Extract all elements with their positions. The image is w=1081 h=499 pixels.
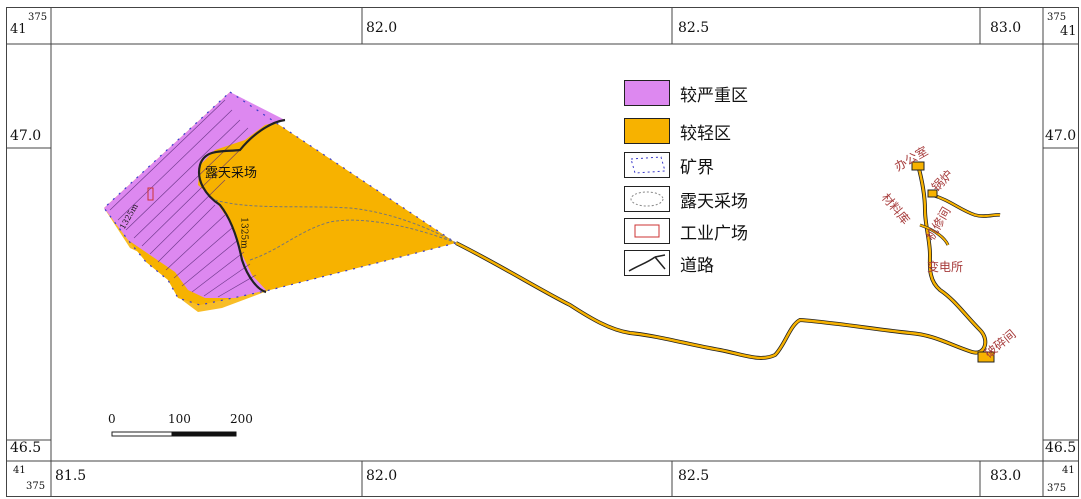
legend-label: 较严重区 [680, 85, 748, 106]
legend-item-boundary: 矿界 [624, 152, 714, 178]
bottom-axis-label: 81.5 [55, 468, 87, 484]
scale-label: 200 [230, 412, 253, 426]
pit-internal-road [214, 199, 457, 244]
corner-label: 375 [26, 481, 46, 492]
legend-label: 较轻区 [680, 123, 731, 144]
bottom-axis-label: 82.5 [678, 468, 710, 484]
legend-swatch-road [624, 250, 670, 276]
legend-item-pit: 露天采场 [624, 186, 748, 212]
legend-label: 道路 [680, 255, 714, 276]
legend-swatch-industrial [624, 218, 670, 244]
left-axis-label: 47.0 [10, 128, 42, 144]
legend-label: 矿界 [680, 157, 714, 178]
corner-label: 41 [1062, 465, 1075, 476]
mine-boundary [103, 91, 458, 306]
building-office [911, 161, 925, 171]
corner-label: 41 [10, 22, 27, 37]
legend-swatch-boundary [624, 152, 670, 178]
legend-swatch-severe [624, 80, 670, 106]
corner-label: 41 [13, 465, 26, 476]
pit-label: 露天采场 [205, 166, 258, 181]
bottom-axis-label: 82.0 [366, 468, 398, 484]
building-boiler [927, 189, 938, 198]
pit-internal-road-2 [249, 219, 457, 261]
legend-swatch-light [624, 118, 670, 144]
building-label-substation: 变电所 [927, 260, 964, 274]
scale-label: 100 [168, 412, 191, 426]
legend-label: 露天采场 [680, 191, 748, 212]
legend-swatch-pit [624, 186, 670, 212]
right-axis-label: 47.0 [1045, 128, 1077, 144]
legend-item-light: 较轻区 [624, 118, 731, 144]
legend-item-road: 道路 [624, 250, 714, 276]
severe-impact-zone [104, 92, 285, 298]
bottom-axis-label: 83.0 [990, 468, 1022, 484]
open-pit-boundary [197, 118, 286, 294]
top-axis-label: 82.5 [678, 20, 710, 36]
top-axis-label: 83.0 [990, 20, 1022, 36]
corner-label: 41 [1060, 24, 1077, 39]
spur-road-2-fill [919, 224, 949, 246]
legend-item-severe: 较严重区 [624, 80, 748, 106]
left-axis-label: 46.5 [10, 440, 42, 456]
corner-label: 375 [1047, 12, 1067, 23]
scale-label: 0 [108, 412, 116, 426]
corner-label: 375 [28, 12, 48, 23]
legend-label: 工业广场 [680, 223, 748, 244]
map-frame [6, 7, 1079, 497]
spur-road-fill [931, 194, 1001, 218]
right-axis-label: 46.5 [1045, 440, 1077, 456]
corner-label: 375 [1047, 483, 1067, 494]
severe-hatching [109, 99, 257, 298]
main-road-fill [455, 164, 987, 360]
building-crusher [977, 351, 995, 363]
legend-item-industrial: 工业广场 [624, 218, 748, 244]
top-axis-label: 82.0 [366, 20, 398, 36]
industrial-square-marker [147, 187, 154, 201]
